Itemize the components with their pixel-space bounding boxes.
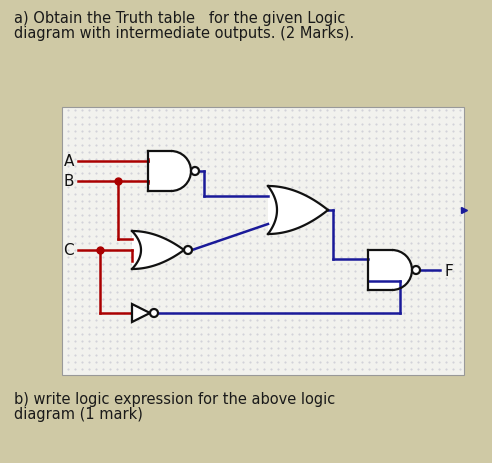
Circle shape [150, 309, 158, 317]
Text: a) Obtain the Truth table   for the given Logic: a) Obtain the Truth table for the given … [14, 11, 345, 26]
Circle shape [184, 246, 192, 255]
Polygon shape [268, 187, 328, 234]
Polygon shape [132, 304, 150, 322]
FancyBboxPatch shape [62, 108, 464, 375]
Text: b) write logic expression for the above logic: b) write logic expression for the above … [14, 391, 335, 406]
Text: C: C [63, 243, 74, 258]
Text: diagram (1 mark): diagram (1 mark) [14, 406, 143, 421]
FancyBboxPatch shape [148, 152, 171, 192]
FancyBboxPatch shape [368, 250, 392, 290]
Text: F: F [444, 263, 453, 278]
Text: A: A [63, 154, 74, 169]
Circle shape [191, 168, 199, 175]
Text: B: B [63, 174, 74, 189]
Text: diagram with intermediate outputs. (2 Marks).: diagram with intermediate outputs. (2 Ma… [14, 26, 354, 41]
Circle shape [412, 266, 420, 275]
Polygon shape [132, 232, 184, 269]
